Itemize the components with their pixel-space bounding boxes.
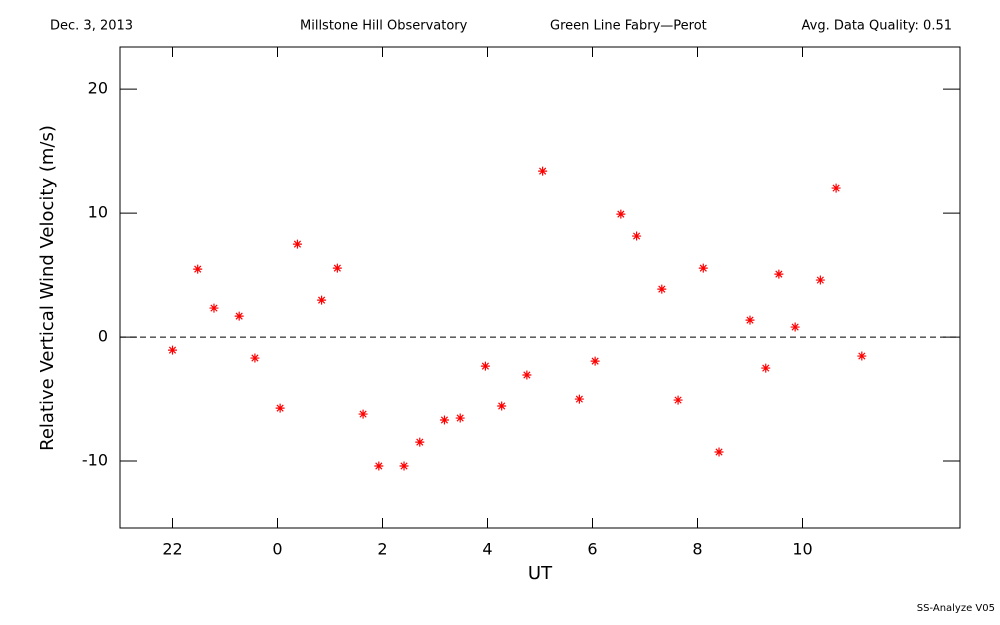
- data-point: [250, 353, 260, 363]
- data-point: [522, 370, 532, 380]
- data-point: [815, 275, 825, 285]
- data-point: [745, 315, 755, 325]
- data-point: [234, 311, 244, 321]
- x-tick-label: 2: [377, 540, 387, 559]
- data-point: [714, 447, 724, 457]
- y-tick-label: 20: [88, 79, 108, 98]
- plot-frame: [119, 46, 961, 529]
- y-axis-label: Relative Vertical Wind Velocity (m/s): [37, 125, 58, 451]
- x-tick-label: 8: [692, 540, 702, 559]
- data-point: [857, 351, 867, 361]
- data-point: [574, 394, 584, 404]
- data-point: [632, 231, 642, 241]
- data-point: [415, 437, 425, 447]
- x-axis-label: UT: [528, 563, 553, 584]
- data-point: [497, 401, 507, 411]
- data-point: [616, 209, 626, 219]
- data-point: [209, 303, 219, 313]
- data-point: [374, 461, 384, 471]
- header-instrument: Green Line Fabry—Perot: [550, 19, 707, 34]
- x-tick-label: 10: [792, 540, 812, 559]
- data-point: [761, 363, 771, 373]
- data-point: [439, 415, 449, 425]
- x-tick-label: 22: [162, 540, 182, 559]
- data-point: [698, 263, 708, 273]
- data-point: [831, 183, 841, 193]
- y-tick-label: 0: [98, 327, 108, 346]
- data-point: [292, 239, 302, 249]
- data-point: [774, 269, 784, 279]
- y-tick-label: -10: [82, 451, 108, 470]
- data-point: [168, 345, 177, 355]
- y-tick-label: 10: [88, 203, 108, 222]
- data-point: [193, 264, 203, 274]
- x-tick-label: 4: [482, 540, 492, 559]
- data-point: [790, 322, 800, 332]
- header-site: Millstone Hill Observatory: [300, 19, 468, 34]
- data-point: [455, 413, 465, 423]
- data-point: [538, 166, 548, 176]
- data-point: [673, 395, 683, 405]
- data-point: [317, 295, 327, 305]
- data-point: [480, 361, 490, 371]
- data-point: [399, 461, 409, 471]
- footer: SS-Analyze V05: [917, 603, 995, 614]
- data-point: [275, 403, 285, 413]
- x-tick-label: 0: [272, 540, 282, 559]
- data-point: [332, 263, 342, 273]
- header-quality: Avg. Data Quality: 0.51: [802, 19, 952, 34]
- data-point: [657, 284, 667, 294]
- data-point: [590, 356, 600, 366]
- data-point: [358, 409, 368, 419]
- header-date: Dec. 3, 2013: [50, 19, 133, 34]
- x-tick-label: 6: [587, 540, 597, 559]
